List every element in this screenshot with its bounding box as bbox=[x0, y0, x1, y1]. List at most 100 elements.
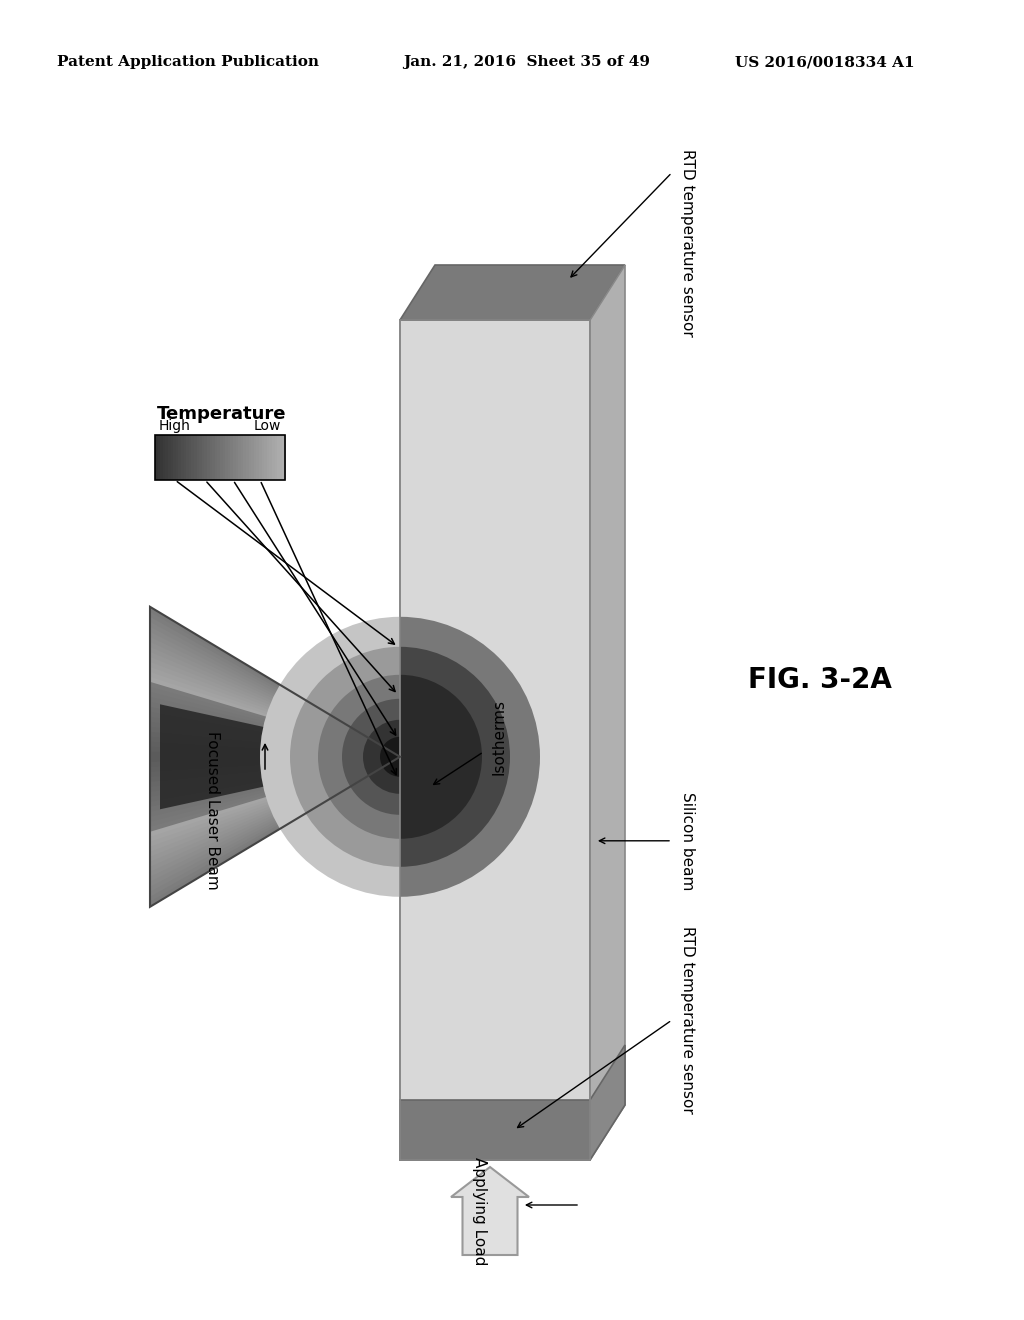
Text: FIG. 3-2A: FIG. 3-2A bbox=[749, 667, 892, 694]
Bar bbox=[191, 436, 195, 480]
Wedge shape bbox=[260, 616, 400, 896]
Bar bbox=[200, 436, 203, 480]
Bar bbox=[283, 436, 286, 480]
Bar bbox=[272, 436, 275, 480]
Text: Focused Laser Beam: Focused Laser Beam bbox=[205, 731, 220, 890]
Bar bbox=[239, 436, 242, 480]
Polygon shape bbox=[150, 731, 400, 781]
Polygon shape bbox=[150, 747, 400, 767]
Polygon shape bbox=[150, 692, 400, 822]
Polygon shape bbox=[150, 636, 400, 876]
Polygon shape bbox=[150, 682, 400, 832]
Bar bbox=[246, 436, 249, 480]
Polygon shape bbox=[150, 677, 400, 837]
Polygon shape bbox=[150, 632, 400, 882]
Wedge shape bbox=[318, 675, 400, 838]
Bar bbox=[269, 436, 272, 480]
Polygon shape bbox=[150, 627, 400, 887]
Wedge shape bbox=[380, 737, 400, 776]
Bar bbox=[230, 436, 233, 480]
Polygon shape bbox=[150, 657, 400, 857]
Bar bbox=[244, 436, 247, 480]
Polygon shape bbox=[150, 611, 400, 902]
Bar bbox=[267, 436, 270, 480]
Polygon shape bbox=[160, 705, 400, 809]
Bar bbox=[181, 436, 184, 480]
Text: RTD temperature sensor: RTD temperature sensor bbox=[680, 149, 695, 337]
FancyArrow shape bbox=[451, 1167, 529, 1255]
Bar bbox=[173, 436, 176, 480]
Bar bbox=[280, 436, 283, 480]
Bar bbox=[183, 436, 186, 480]
Bar bbox=[186, 436, 189, 480]
Polygon shape bbox=[150, 717, 400, 797]
Text: Applying Load: Applying Load bbox=[472, 1156, 487, 1265]
Bar bbox=[241, 436, 244, 480]
Bar bbox=[168, 436, 171, 480]
Polygon shape bbox=[400, 1100, 590, 1160]
Polygon shape bbox=[400, 319, 590, 1160]
Bar bbox=[210, 436, 213, 480]
Polygon shape bbox=[150, 652, 400, 862]
Polygon shape bbox=[150, 752, 400, 762]
Text: Silicon beam: Silicon beam bbox=[680, 792, 695, 890]
Polygon shape bbox=[150, 661, 400, 851]
Bar bbox=[155, 436, 285, 480]
Bar bbox=[188, 436, 191, 480]
Polygon shape bbox=[150, 697, 400, 817]
Bar bbox=[261, 436, 264, 480]
Polygon shape bbox=[590, 265, 625, 1160]
Bar bbox=[207, 436, 210, 480]
Polygon shape bbox=[150, 737, 400, 776]
Wedge shape bbox=[400, 675, 482, 838]
Bar bbox=[249, 436, 252, 480]
Wedge shape bbox=[400, 616, 540, 896]
Polygon shape bbox=[150, 616, 400, 896]
Bar bbox=[176, 436, 179, 480]
Bar bbox=[160, 436, 163, 480]
Bar bbox=[236, 436, 239, 480]
Bar bbox=[178, 436, 181, 480]
Polygon shape bbox=[150, 672, 400, 842]
Polygon shape bbox=[150, 667, 400, 847]
Text: Isotherms: Isotherms bbox=[492, 698, 506, 775]
Bar bbox=[205, 436, 208, 480]
Bar bbox=[163, 436, 166, 480]
Polygon shape bbox=[150, 607, 400, 907]
Polygon shape bbox=[150, 706, 400, 807]
Wedge shape bbox=[342, 698, 400, 814]
Polygon shape bbox=[400, 265, 625, 319]
Bar bbox=[220, 436, 223, 480]
Polygon shape bbox=[150, 702, 400, 812]
Bar bbox=[212, 436, 215, 480]
Bar bbox=[217, 436, 220, 480]
Bar bbox=[254, 436, 257, 480]
Text: RTD temperature sensor: RTD temperature sensor bbox=[680, 927, 695, 1114]
Bar bbox=[227, 436, 230, 480]
Wedge shape bbox=[362, 719, 400, 793]
Bar bbox=[171, 436, 174, 480]
Polygon shape bbox=[150, 711, 400, 801]
Bar bbox=[222, 436, 225, 480]
Bar bbox=[225, 436, 228, 480]
Bar bbox=[215, 436, 218, 480]
Bar bbox=[202, 436, 205, 480]
Wedge shape bbox=[290, 647, 400, 867]
Text: Patent Application Publication: Patent Application Publication bbox=[57, 55, 319, 69]
Text: US 2016/0018334 A1: US 2016/0018334 A1 bbox=[735, 55, 914, 69]
Bar bbox=[166, 436, 169, 480]
Polygon shape bbox=[150, 647, 400, 867]
Bar bbox=[158, 436, 161, 480]
Text: Temperature: Temperature bbox=[157, 405, 287, 422]
Text: Jan. 21, 2016  Sheet 35 of 49: Jan. 21, 2016 Sheet 35 of 49 bbox=[403, 55, 650, 69]
Bar bbox=[155, 436, 158, 480]
Bar bbox=[194, 436, 197, 480]
Bar bbox=[197, 436, 200, 480]
Polygon shape bbox=[150, 686, 400, 826]
Bar bbox=[251, 436, 254, 480]
Polygon shape bbox=[150, 722, 400, 792]
Bar bbox=[256, 436, 259, 480]
Bar bbox=[278, 436, 281, 480]
Bar bbox=[259, 436, 262, 480]
Bar bbox=[274, 436, 278, 480]
